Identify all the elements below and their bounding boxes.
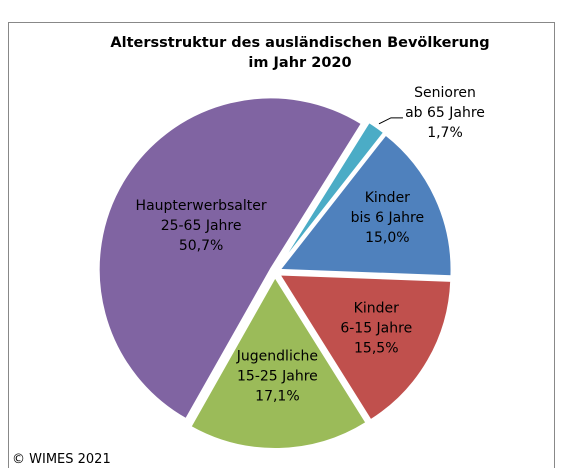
slice-label: Jugendliche 15-25 Jahre bbox=[236, 349, 318, 385]
chart-subtitle: im Jahr 2020 bbox=[248, 55, 351, 71]
slice-label: Senioren ab 65 Jahre bbox=[405, 85, 485, 121]
slice-label: Haupterwerbsalter 25-65 Jahre bbox=[136, 198, 267, 234]
pie-slice bbox=[189, 275, 368, 450]
pie-slice bbox=[277, 133, 453, 278]
value-label: 1,7% bbox=[427, 125, 463, 141]
footer: © WIMES 2021 bbox=[12, 452, 111, 467]
slice-label: Kinder bis 6 Jahre bbox=[351, 190, 425, 226]
value-label: 50,7% bbox=[179, 238, 223, 254]
value-label: 17,1% bbox=[255, 389, 299, 405]
value-label: 15,5% bbox=[354, 341, 398, 357]
pie-slice bbox=[97, 96, 364, 421]
leader-line bbox=[378, 117, 403, 125]
chart-title: Altersstruktur des ausländischen Bevölke… bbox=[110, 35, 489, 51]
slice-label: Kinder 6-15 Jahre bbox=[340, 301, 412, 337]
pie-slice bbox=[277, 120, 386, 269]
value-label: 15,0% bbox=[365, 230, 409, 246]
pie-slice bbox=[277, 273, 453, 422]
